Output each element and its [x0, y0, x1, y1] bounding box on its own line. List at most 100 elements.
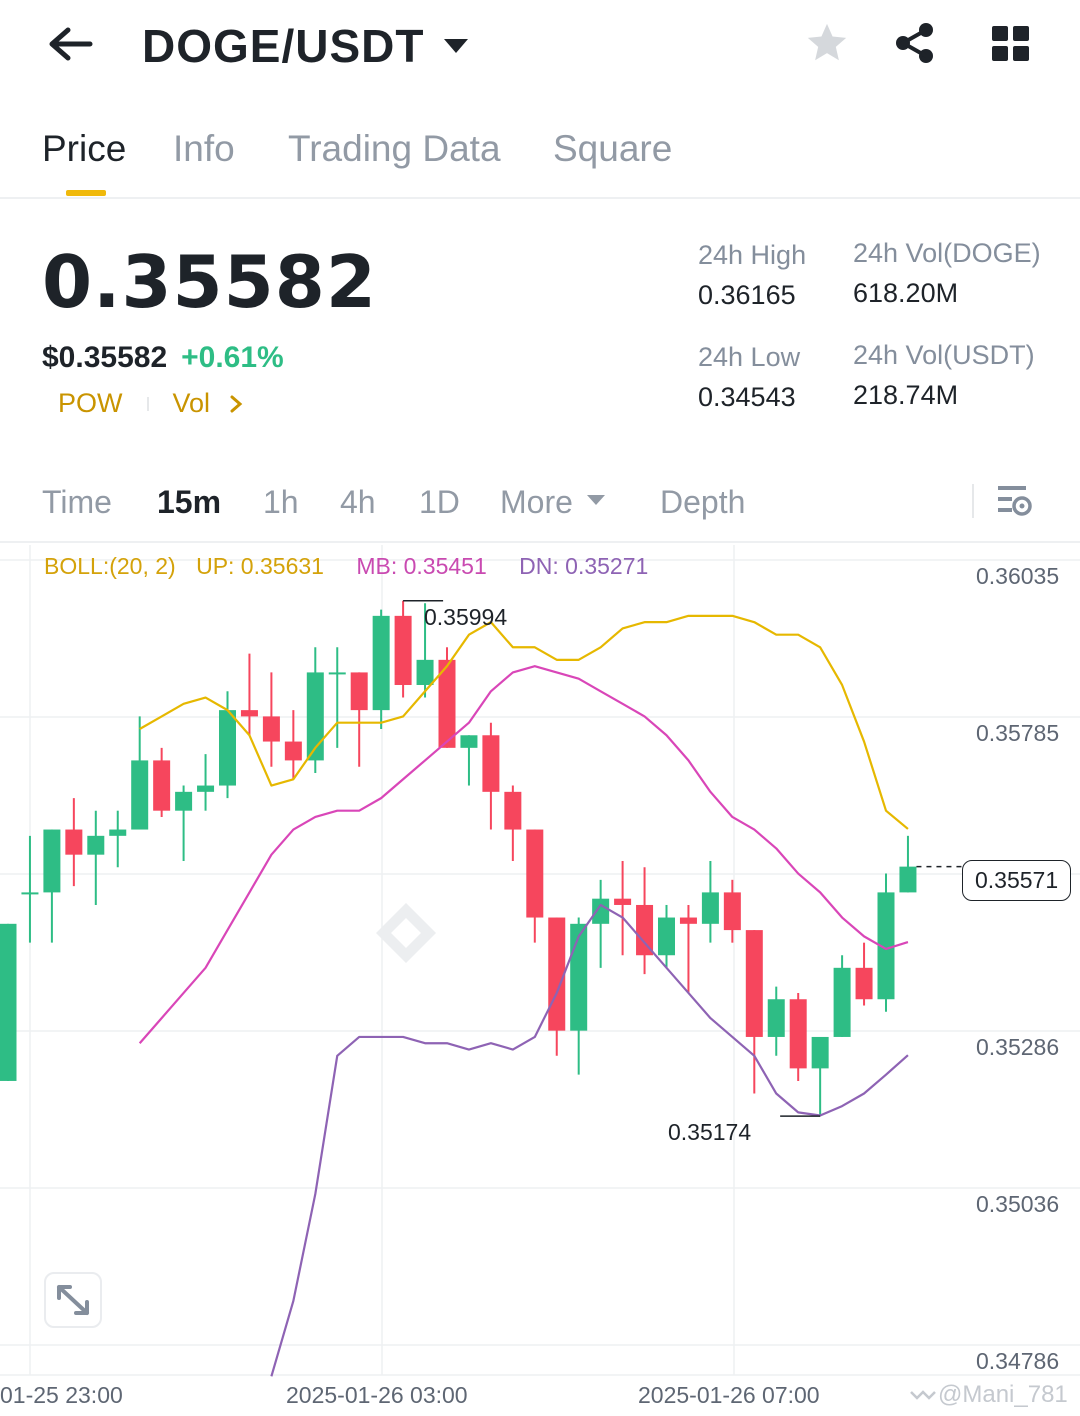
tab-active-indicator [66, 190, 106, 196]
y-tick-label: 0.34786 [976, 1348, 1060, 1374]
boll-legend: BOLL:(20, 2) UP: 0.35631 MB: 0.35451 DN:… [44, 553, 648, 580]
exchange-watermark-icon [376, 903, 436, 963]
vol-base-value: 618.20M [853, 278, 959, 308]
tag-pow[interactable]: POW [58, 388, 123, 418]
expand-chart-button[interactable] [44, 1272, 102, 1328]
candle-body [262, 716, 280, 742]
candle-body [350, 672, 368, 711]
boll-name: BOLL:(20, 2) [44, 553, 176, 579]
watermark: @Mani_781 [908, 1381, 1068, 1409]
tab-square[interactable]: Square [553, 128, 673, 169]
candle-body [240, 710, 258, 717]
candle-body [372, 615, 390, 711]
candle-body [723, 892, 741, 931]
change-percent: +0.61% [181, 341, 284, 374]
tag-row: POW Vol [58, 388, 244, 419]
back-button[interactable] [44, 22, 96, 66]
candle-body [526, 829, 544, 918]
chevron-right-icon[interactable] [228, 394, 244, 414]
interval-time[interactable]: Time [42, 484, 112, 520]
candle-body [394, 615, 412, 685]
candle-body [87, 835, 105, 855]
candle-body [153, 760, 171, 811]
usd-price: $0.35582 [42, 341, 168, 374]
boll-mb: MB: 0.35451 [356, 553, 487, 579]
grid-menu-button[interactable] [990, 24, 1032, 64]
watermark-text: @Mani_781 [938, 1381, 1068, 1408]
high-annotation: 0.35994 [424, 604, 508, 630]
interval-more-label: More [500, 484, 573, 520]
candle-body [416, 659, 434, 685]
candle-body [614, 898, 632, 905]
low-annotation: 0.35174 [668, 1119, 752, 1145]
boll-upper-band [139, 614, 909, 830]
candle-body [197, 785, 215, 792]
expand-icon [57, 1285, 89, 1315]
tag-separator [146, 396, 149, 411]
candlestick-chart[interactable] [0, 543, 1080, 1416]
tab-trading-data[interactable]: Trading Data [288, 128, 501, 169]
interval-depth[interactable]: Depth [660, 484, 746, 520]
candle-body [789, 999, 807, 1069]
boll-up: UP: 0.35631 [196, 553, 324, 579]
interval-1h[interactable]: 1h [263, 484, 299, 520]
toolbar-separator [972, 484, 974, 518]
candle-body [43, 829, 61, 893]
y-tick-label: 0.35286 [976, 1034, 1060, 1060]
boll-lower-band [270, 903, 909, 1377]
candle-body [701, 892, 719, 924]
caret-down-icon [444, 39, 469, 53]
current-price-label: 0.35571 [962, 860, 1072, 901]
candle-body [767, 999, 785, 1037]
back-arrow-icon [49, 27, 93, 61]
candle-body [592, 898, 610, 924]
favorite-button[interactable] [804, 20, 850, 66]
chart-settings-icon [998, 486, 1032, 516]
caret-down-icon [586, 494, 605, 505]
boll-dn: DN: 0.35271 [519, 553, 649, 579]
candle-body [658, 917, 675, 956]
boll-middle-band [138, 665, 909, 1044]
candle-body [504, 791, 522, 830]
star-icon [807, 23, 847, 61]
y-tick-label: 0.35785 [976, 720, 1060, 746]
x-tick-label: 2025-01-26 07:00 [638, 1382, 820, 1408]
interval-more[interactable]: More [500, 484, 607, 521]
high-value: 0.36165 [698, 280, 796, 310]
candle-body [175, 791, 193, 811]
tab-info[interactable]: Info [173, 128, 235, 169]
y-tick-label: 0.36035 [976, 563, 1060, 589]
candle-body [219, 710, 236, 786]
interval-4h[interactable]: 4h [340, 484, 376, 520]
candle-body [131, 760, 149, 830]
pair-title: DOGE/USDT [142, 20, 425, 72]
candle-body [65, 829, 83, 855]
candle-body [877, 892, 895, 1000]
candle-body [482, 735, 500, 792]
candle-body [636, 904, 654, 956]
candle-body [460, 735, 478, 748]
price-subline: $0.35582 +0.61% [42, 341, 284, 375]
candle-body [745, 930, 763, 1037]
interval-1d[interactable]: 1D [419, 484, 460, 520]
candle-body [306, 672, 324, 761]
chart-settings-button[interactable] [994, 480, 1034, 520]
candle-body [679, 917, 697, 924]
candle-body [438, 659, 456, 748]
candle-body [284, 741, 302, 761]
pair-selector[interactable]: DOGE/USDT [142, 16, 470, 76]
low-label: 24h Low [698, 342, 801, 372]
x-tick-label: 2025-01-26 03:00 [286, 1382, 468, 1408]
chart-top-divider [0, 541, 1080, 543]
watermark-logo-icon [910, 1390, 936, 1400]
tab-price[interactable]: Price [42, 128, 127, 169]
candle-body [855, 967, 873, 1000]
share-button[interactable] [892, 20, 938, 66]
candle-body [21, 892, 39, 895]
candle-body [109, 829, 127, 836]
candle-body [548, 917, 566, 1031]
x-tick-label: 01-25 23:00 [0, 1382, 123, 1408]
candle-body [328, 672, 346, 675]
tag-vol[interactable]: Vol [172, 388, 211, 418]
interval-15m[interactable]: 15m [157, 484, 222, 520]
